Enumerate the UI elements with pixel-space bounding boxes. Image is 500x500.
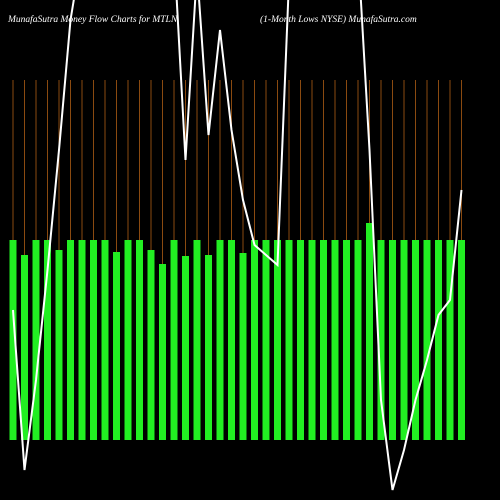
bar (458, 240, 465, 440)
bar (170, 240, 178, 440)
bar (366, 223, 373, 440)
bar (32, 240, 40, 440)
bar (9, 240, 17, 440)
bar (90, 240, 97, 440)
bar (159, 264, 166, 440)
bar (136, 240, 143, 440)
bar (354, 240, 362, 440)
bar (44, 240, 51, 440)
bar (412, 240, 419, 440)
bar (389, 240, 396, 440)
bar (251, 240, 258, 440)
bar (446, 240, 454, 440)
bar (320, 240, 327, 440)
bar (67, 240, 74, 440)
bar (182, 256, 189, 440)
bar (239, 253, 247, 440)
bar (343, 240, 350, 440)
bar (101, 240, 109, 440)
bar (423, 240, 431, 440)
bar (216, 240, 224, 440)
bar (262, 240, 270, 440)
bar (435, 240, 442, 440)
bar (205, 255, 212, 440)
bar (228, 240, 235, 440)
bar (400, 240, 408, 440)
chart-title: MunafaSutra Money Flow Charts for MTLN (7, 14, 178, 25)
bar (113, 252, 120, 440)
money-flow-line (12, 0, 463, 491)
bar (78, 240, 86, 440)
bar (124, 240, 132, 440)
bar (193, 240, 201, 440)
bar (308, 240, 316, 440)
bar (147, 250, 155, 440)
bar (331, 240, 339, 440)
bar (377, 240, 385, 440)
bar (55, 250, 63, 440)
bar (21, 255, 28, 440)
chart-subtitle: (1-Month Lows NYSE) MunafaSutra.com (260, 14, 417, 25)
bar (285, 240, 293, 440)
bar (274, 240, 281, 440)
bar (297, 240, 304, 440)
